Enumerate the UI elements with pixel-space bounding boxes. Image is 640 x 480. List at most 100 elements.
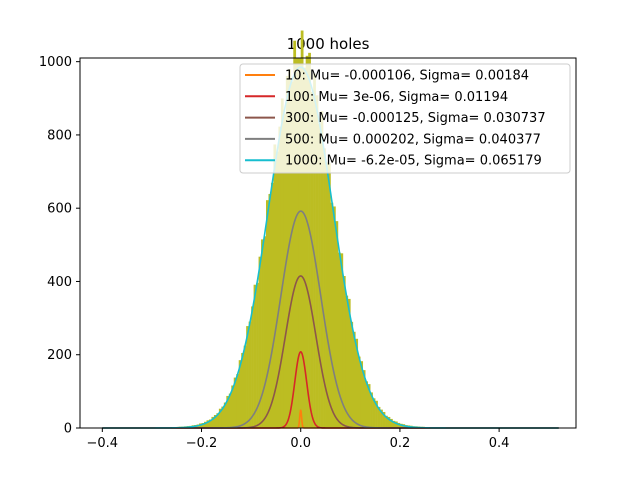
legend-label: 10: Mu= -0.000106, Sigma= 0.00184 [285, 69, 529, 84]
histogram-bar [261, 239, 264, 428]
histogram-bar [231, 385, 235, 428]
histogram-bar [268, 193, 272, 428]
histogram-bar [380, 409, 383, 428]
x-tick-label: −0.4 [87, 436, 119, 451]
histogram-bar [253, 284, 257, 428]
histogram-bar [275, 151, 279, 429]
histogram-bar [332, 206, 336, 428]
histogram-bar [360, 361, 364, 428]
histogram-bar [330, 202, 334, 428]
histogram-bar [236, 374, 240, 428]
legend-box [239, 63, 571, 174]
histogram-bar [387, 416, 391, 428]
histogram [109, 30, 475, 429]
histogram-bar [303, 67, 306, 429]
histogram-bar [226, 395, 230, 428]
histogram-bar [216, 413, 220, 428]
histogram-bar [258, 256, 262, 428]
histogram-bar [382, 411, 386, 428]
histogram-bar [394, 421, 398, 428]
histogram-bar [347, 298, 351, 428]
y-axis: 0 200 400 600 800 1000 [39, 55, 80, 437]
histogram-bar [211, 416, 215, 428]
legend-label: 500: Mu= 0.000202, Sigma= 0.040377 [285, 132, 541, 147]
histogram-bar [290, 81, 294, 429]
histogram-bar [295, 58, 299, 429]
histogram-bar [367, 384, 371, 428]
histogram-bar [233, 377, 237, 428]
histogram-bar [340, 253, 344, 428]
histogram-bar [246, 326, 249, 428]
histogram-bar [201, 423, 205, 428]
histogram-bar [357, 356, 361, 428]
histogram-bar [308, 52, 311, 429]
histogram-bar [328, 163, 331, 429]
histogram-bar [221, 406, 225, 428]
histogram-bar [397, 422, 401, 428]
histogram-bar [298, 58, 302, 429]
histogram-bar [266, 200, 269, 428]
histogram-bar [251, 306, 254, 428]
histogram-bar [270, 182, 274, 428]
histogram-bar [263, 236, 267, 428]
x-tick-label: 0.4 [489, 436, 510, 451]
histogram-bar [385, 415, 388, 428]
y-tick-label: 400 [47, 275, 72, 290]
plot-frame [79, 57, 577, 429]
chart-title: 1000 holes [287, 35, 370, 53]
histogram-bar [370, 392, 373, 428]
histogram-bar [256, 282, 259, 428]
histogram-bar [206, 420, 210, 428]
histogram-bar [365, 381, 368, 428]
histogram-bar [278, 126, 282, 429]
histogram-bar [345, 295, 349, 428]
histogram-bar [342, 276, 346, 428]
y-tick-label: 0 [64, 422, 72, 437]
histogram-bar [248, 321, 252, 428]
legend-label: 300: Mu= -0.000125, Sigma= 0.030737 [285, 111, 546, 126]
histogram-bar [377, 406, 381, 428]
histogram-bar [223, 402, 227, 428]
histogram-bar [375, 400, 378, 428]
histogram-bar [325, 162, 329, 428]
x-axis: −0.4 −0.2 0.0 0.2 0.4 [87, 428, 510, 451]
histogram-bar [204, 421, 207, 428]
histogram-bar [390, 418, 393, 428]
histogram-bar [218, 408, 222, 428]
histogram-bar [228, 393, 232, 428]
histogram-bar [305, 55, 309, 428]
histogram-bar [310, 91, 314, 428]
x-tick-label: −0.2 [186, 436, 218, 451]
histogram-bar [288, 69, 292, 428]
histogram-bar [323, 148, 326, 429]
histogram-bar [335, 221, 339, 428]
histogram-bar [313, 73, 316, 429]
histogram-bar [293, 40, 297, 429]
x-tick-label: 0.2 [390, 436, 411, 451]
y-tick-label: 1000 [39, 55, 72, 70]
legend-label: 1000: Mu= -6.2e-05, Sigma= 0.065179 [285, 154, 542, 169]
histogram-bar [318, 123, 321, 429]
histogram-bar [241, 352, 244, 428]
y-tick-label: 200 [47, 348, 72, 363]
y-tick-label: 600 [47, 202, 72, 217]
histogram-bar [243, 345, 247, 428]
legend: 10: Mu= -0.000106, Sigma= 0.00184 100: Mu… [239, 63, 571, 174]
histogram-bar [320, 111, 324, 429]
histogram-bar [238, 360, 242, 428]
legend-label: 100: Mu= 3e-06, Sigma= 0.01194 [285, 90, 508, 105]
histogram-bar [280, 98, 284, 429]
histogram-bar [350, 321, 354, 428]
histogram-bar [208, 419, 212, 428]
histogram-bar [362, 370, 366, 428]
histogram-bar [355, 338, 359, 428]
histogram-bar [300, 30, 304, 428]
x-tick-label: 0.0 [290, 436, 311, 451]
histogram-bar [337, 252, 341, 428]
histogram-bar [372, 398, 376, 428]
y-tick-label: 800 [47, 128, 72, 143]
histogram-bar [213, 414, 217, 428]
histogram-bar [392, 420, 396, 428]
histogram-bar [273, 144, 277, 428]
